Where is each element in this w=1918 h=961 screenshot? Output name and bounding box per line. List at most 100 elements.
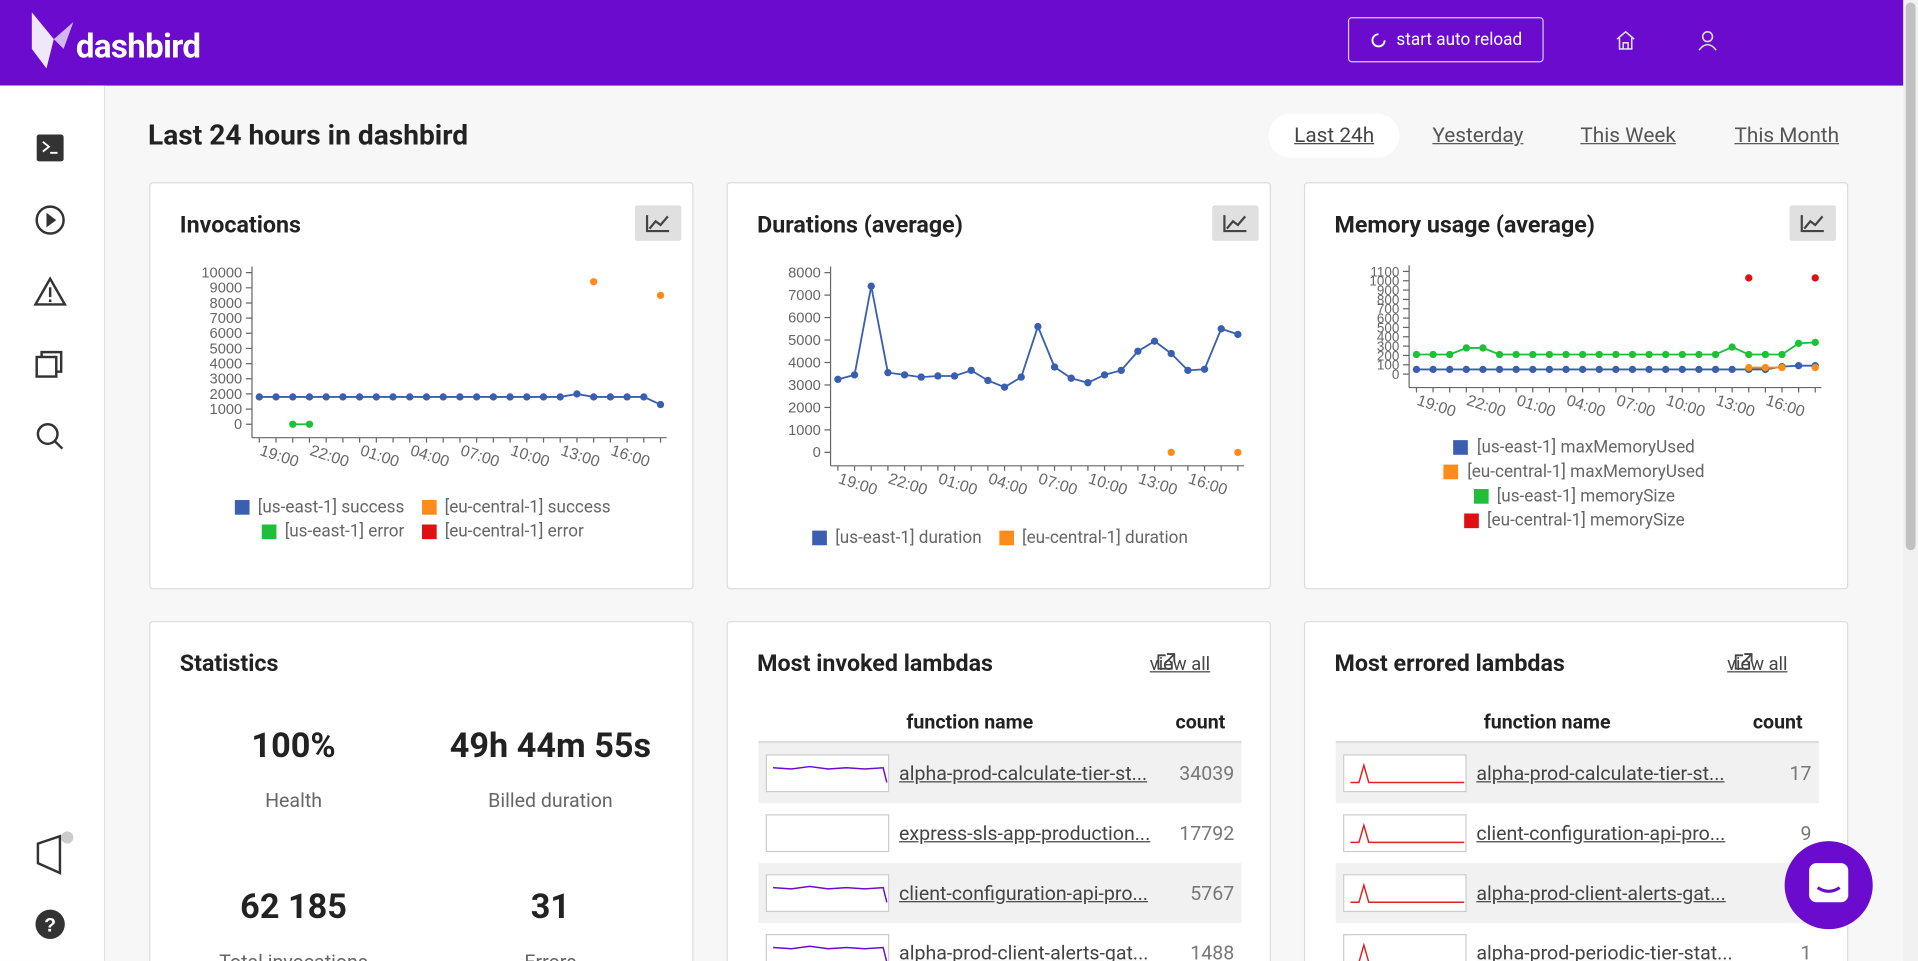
data-point xyxy=(656,400,665,409)
auto-reload-button[interactable]: start auto reload xyxy=(1347,17,1544,63)
legend-item[interactable]: [eu-central-1] duration xyxy=(998,528,1188,548)
data-point xyxy=(355,393,364,401)
legend-item[interactable]: [eu-central-1] success xyxy=(421,498,611,517)
legend-item[interactable]: [us-east-1] success xyxy=(234,498,404,517)
y-tick-label: 5000 xyxy=(210,341,243,357)
data-point xyxy=(1811,338,1819,347)
function-count: 5767 xyxy=(1190,881,1235,905)
legend-item[interactable]: [us-east-1] error xyxy=(261,522,404,542)
table-row[interactable]: alpha-prod-calculate-tier-st... 34039 xyxy=(758,743,1242,804)
data-point xyxy=(1745,274,1753,282)
stat-label: Total invocations xyxy=(159,950,428,961)
y-tick-label: 6000 xyxy=(210,326,243,342)
alert-icon[interactable] xyxy=(33,276,67,306)
page-title: Last 24 hours in dashbird xyxy=(148,118,469,152)
play-icon[interactable] xyxy=(35,205,65,235)
data-point xyxy=(1512,350,1520,359)
y-tick-label: 900 xyxy=(1377,283,1399,298)
legend-item[interactable]: [us-east-1] memorySize xyxy=(1473,487,1675,506)
period-tab[interactable]: This Month xyxy=(1734,123,1840,148)
stack-icon[interactable] xyxy=(35,350,63,378)
data-point xyxy=(1578,365,1587,374)
data-point xyxy=(1811,363,1819,372)
x-tick-label: 01:00 xyxy=(1514,392,1557,420)
search-icon[interactable] xyxy=(36,423,64,450)
data-point xyxy=(456,393,464,401)
table-row[interactable]: express-sls-app-production... 17792 xyxy=(758,803,1241,863)
data-point xyxy=(1678,350,1686,359)
function-name[interactable]: alpha-prod-periodic-tier-stat... xyxy=(1476,941,1733,961)
chart-toggle-button[interactable] xyxy=(1789,205,1837,241)
data-point xyxy=(1728,365,1736,374)
table-row[interactable]: alpha-prod-client-alerts-gat... 1488 xyxy=(758,923,1241,961)
chart-toggle-button[interactable] xyxy=(634,205,682,241)
data-point xyxy=(1234,330,1242,339)
function-name[interactable]: alpha-prod-client-alerts-gat... xyxy=(1476,881,1726,905)
legend-item[interactable]: [us-east-1] duration xyxy=(812,528,982,548)
data-point xyxy=(967,366,975,375)
chart-icon xyxy=(1223,215,1247,233)
function-name[interactable]: express-sls-app-production... xyxy=(899,821,1151,845)
x-tick-label: 22:00 xyxy=(308,442,351,470)
data-point xyxy=(439,393,447,401)
x-tick-label: 16:00 xyxy=(1764,392,1807,420)
period-tab[interactable]: Yesterday xyxy=(1432,123,1524,148)
view-all-link[interactable]: view all xyxy=(1150,653,1210,675)
legend-item[interactable]: [eu-central-1] maxMemoryUsed xyxy=(1443,462,1705,482)
legend: [us-east-1] duration [eu-central-1] durat… xyxy=(777,528,1223,548)
y-tick-label: 0 xyxy=(234,417,242,433)
y-tick-label: 300 xyxy=(1377,339,1399,354)
y-tick-label: 1000 xyxy=(1369,274,1399,289)
chart: 0100020003000400050006000700080009000100… xyxy=(201,266,667,471)
data-point xyxy=(1794,339,1803,347)
legend-item[interactable]: [eu-central-1] error xyxy=(421,522,584,542)
function-name[interactable]: alpha-prod-calculate-tier-st... xyxy=(899,761,1148,785)
y-tick-label: 600 xyxy=(1377,311,1399,326)
home-icon[interactable] xyxy=(1615,29,1637,51)
data-point xyxy=(489,393,498,401)
data-point xyxy=(1412,350,1421,359)
table-row[interactable]: client-configuration-api-pro... 9 xyxy=(1336,803,1819,863)
data-point xyxy=(606,393,615,401)
data-point xyxy=(506,393,514,401)
function-name[interactable]: client-configuration-api-pro... xyxy=(899,881,1148,905)
data-point xyxy=(589,393,598,401)
period-tab[interactable]: Last 24h xyxy=(1268,113,1400,158)
x-tick-label: 10:00 xyxy=(1086,471,1129,499)
data-point xyxy=(339,393,347,401)
sidebar-icons: ? xyxy=(33,134,74,939)
legend-item[interactable]: [us-east-1] maxMemoryUsed xyxy=(1453,438,1695,457)
announce-icon[interactable] xyxy=(36,831,74,875)
data-point xyxy=(1150,337,1159,345)
logo[interactable]: dashbird xyxy=(75,26,201,67)
data-point xyxy=(884,368,892,377)
scrollbar[interactable] xyxy=(1903,0,1918,961)
view-all-link[interactable]: view all xyxy=(1727,653,1787,675)
data-point xyxy=(1794,362,1803,370)
chart-toggle-button[interactable] xyxy=(1212,205,1259,241)
function-count: 17792 xyxy=(1179,821,1235,845)
period-tab[interactable]: This Week xyxy=(1580,123,1676,148)
table-row[interactable]: alpha-prod-client-alerts-gat...2 xyxy=(1335,863,1819,924)
logo-mark xyxy=(31,12,74,69)
data-point xyxy=(305,393,314,401)
table-row[interactable]: alpha-prod-calculate-tier-st... 17 xyxy=(1335,743,1819,804)
terminal-icon[interactable] xyxy=(36,134,64,162)
help-icon[interactable]: ? xyxy=(35,909,65,939)
user-icon[interactable] xyxy=(1697,29,1719,51)
panel-title: Durations (average) xyxy=(757,210,963,239)
function-name[interactable]: alpha-prod-calculate-tier-st... xyxy=(1476,761,1725,785)
stat-value: 62 185 xyxy=(240,886,347,927)
function-name[interactable]: client-configuration-api-pro... xyxy=(1476,821,1726,845)
legend-swatch xyxy=(812,530,827,546)
function-name[interactable]: alpha-prod-client-alerts-gat... xyxy=(899,941,1149,961)
table-row[interactable]: client-configuration-api-pro... 5767 xyxy=(758,863,1242,924)
panel-title: Most invoked lambdas xyxy=(757,649,993,678)
chart-icon-line xyxy=(1223,215,1247,233)
legend-item[interactable]: [eu-central-1] memorySize xyxy=(1463,511,1685,531)
column-header: count xyxy=(1752,710,1803,734)
data-point xyxy=(1446,365,1454,374)
legend-swatch xyxy=(998,530,1014,546)
table-row[interactable]: alpha-prod-periodic-tier-stat... 1 xyxy=(1336,923,1819,961)
chat-button[interactable] xyxy=(1784,841,1873,930)
